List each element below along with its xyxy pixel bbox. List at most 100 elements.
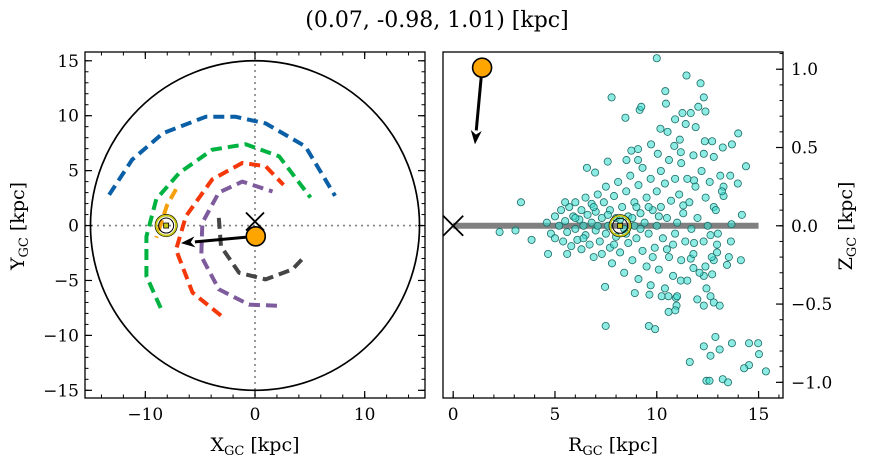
scatter-point	[754, 339, 763, 348]
scatter-point	[711, 206, 720, 215]
plot-area	[85, 52, 425, 398]
scatter-point	[550, 234, 559, 243]
scatter-point	[644, 229, 653, 238]
scatter-point	[585, 240, 594, 249]
scatter-point	[724, 253, 733, 262]
sun-marker	[609, 214, 632, 237]
scatter-point	[544, 249, 553, 258]
scatter-point	[658, 234, 667, 243]
scatter-point	[645, 290, 654, 299]
scatter-point	[675, 135, 684, 144]
scatter-point	[699, 149, 708, 158]
scatter-point	[716, 171, 725, 180]
scatter-point	[727, 339, 736, 348]
scatter-point	[601, 321, 610, 330]
scatter-point	[681, 237, 690, 246]
scatter-point	[676, 148, 685, 157]
scatter-point	[571, 224, 580, 233]
scatter-point	[571, 213, 580, 222]
scatter-point	[577, 245, 586, 254]
scatter-point	[708, 137, 717, 146]
scatter-point	[621, 113, 630, 122]
scatter-point	[656, 124, 665, 133]
plot-area	[443, 54, 770, 387]
scatter-point	[701, 193, 710, 202]
y-tick-label: −0.5	[791, 295, 832, 315]
scatter-point	[660, 179, 669, 188]
scatter-point	[699, 237, 708, 246]
ticks: −10 0 10 −15 −10 −5 0 5 10 15	[43, 52, 425, 425]
scatter-point	[696, 79, 705, 88]
scatter-point	[627, 146, 636, 155]
scatter-point	[642, 262, 651, 271]
scatter-point	[622, 187, 631, 196]
y-tick-label: −10	[43, 326, 79, 346]
scatter-point	[718, 143, 727, 152]
scatter-point	[542, 218, 551, 227]
scatter-point	[581, 193, 590, 202]
scatter-point	[733, 179, 742, 188]
scatter-point	[597, 249, 606, 258]
scatter-point	[686, 109, 695, 118]
scatter-point	[679, 209, 688, 218]
scatter-point	[516, 198, 525, 207]
x-tick-label: 15	[748, 405, 770, 425]
x-axis-label-right: RGC [kpc]	[568, 434, 658, 459]
scatter-point	[644, 202, 653, 211]
scatter-point	[638, 246, 647, 255]
spiral-arm-2	[174, 160, 285, 318]
scatter-point	[734, 129, 743, 138]
scatter-point	[630, 289, 639, 298]
scatter-point	[632, 202, 641, 211]
scatter-point	[754, 350, 763, 359]
scatter-point	[616, 248, 625, 257]
scatter-point	[669, 240, 678, 249]
scatter-point	[660, 284, 669, 293]
scatter-point	[727, 140, 736, 149]
scatter-point	[690, 239, 699, 248]
scatter-point	[657, 292, 666, 301]
scatter-point	[563, 228, 572, 237]
scatter-point	[559, 237, 568, 246]
x-tick-label: 0	[448, 405, 459, 425]
sun-marker-dot	[617, 222, 624, 229]
scatter-point	[671, 229, 680, 238]
scatter-point	[654, 265, 663, 274]
scatter-point	[582, 163, 591, 172]
spiral-arm-0	[107, 114, 337, 197]
scatter-point	[706, 351, 715, 360]
scatter-point	[689, 264, 698, 273]
scatter-point	[603, 157, 612, 166]
scatter-point	[679, 201, 688, 210]
scatter-point	[579, 221, 588, 230]
scatter-point	[675, 190, 684, 199]
scatter-point	[694, 102, 703, 111]
scatter-point	[603, 210, 612, 219]
scatter-point	[647, 140, 656, 149]
scatter-point	[697, 166, 706, 175]
y-tick-label: 5	[68, 162, 79, 182]
scatter-point	[579, 234, 588, 243]
scatter-point	[591, 168, 600, 177]
scatter-point	[664, 292, 673, 301]
scatter-point	[597, 213, 606, 222]
scatter-point	[656, 202, 665, 211]
scatter-point	[705, 376, 714, 385]
scatter-point	[656, 166, 665, 175]
scatter-point	[550, 212, 559, 221]
scatter-point	[634, 181, 643, 190]
rz-panel: 0 5 10 15 1.0 0.5 0.0 −0.5 −1.0	[442, 51, 832, 425]
scatter-point	[618, 202, 627, 211]
scatter-point	[664, 253, 673, 262]
scatter-point	[689, 249, 698, 258]
scatter-point	[626, 171, 635, 180]
scatter-point	[687, 224, 696, 233]
scatter-point	[654, 212, 663, 221]
scatter-point	[671, 174, 680, 183]
scatter-point	[511, 226, 520, 235]
scatter-point	[713, 248, 722, 257]
y-axis-label-left: YGC [kpc]	[7, 182, 32, 271]
scatter-point	[607, 93, 616, 102]
scatter-point	[636, 209, 645, 218]
axes-frame	[442, 51, 784, 399]
